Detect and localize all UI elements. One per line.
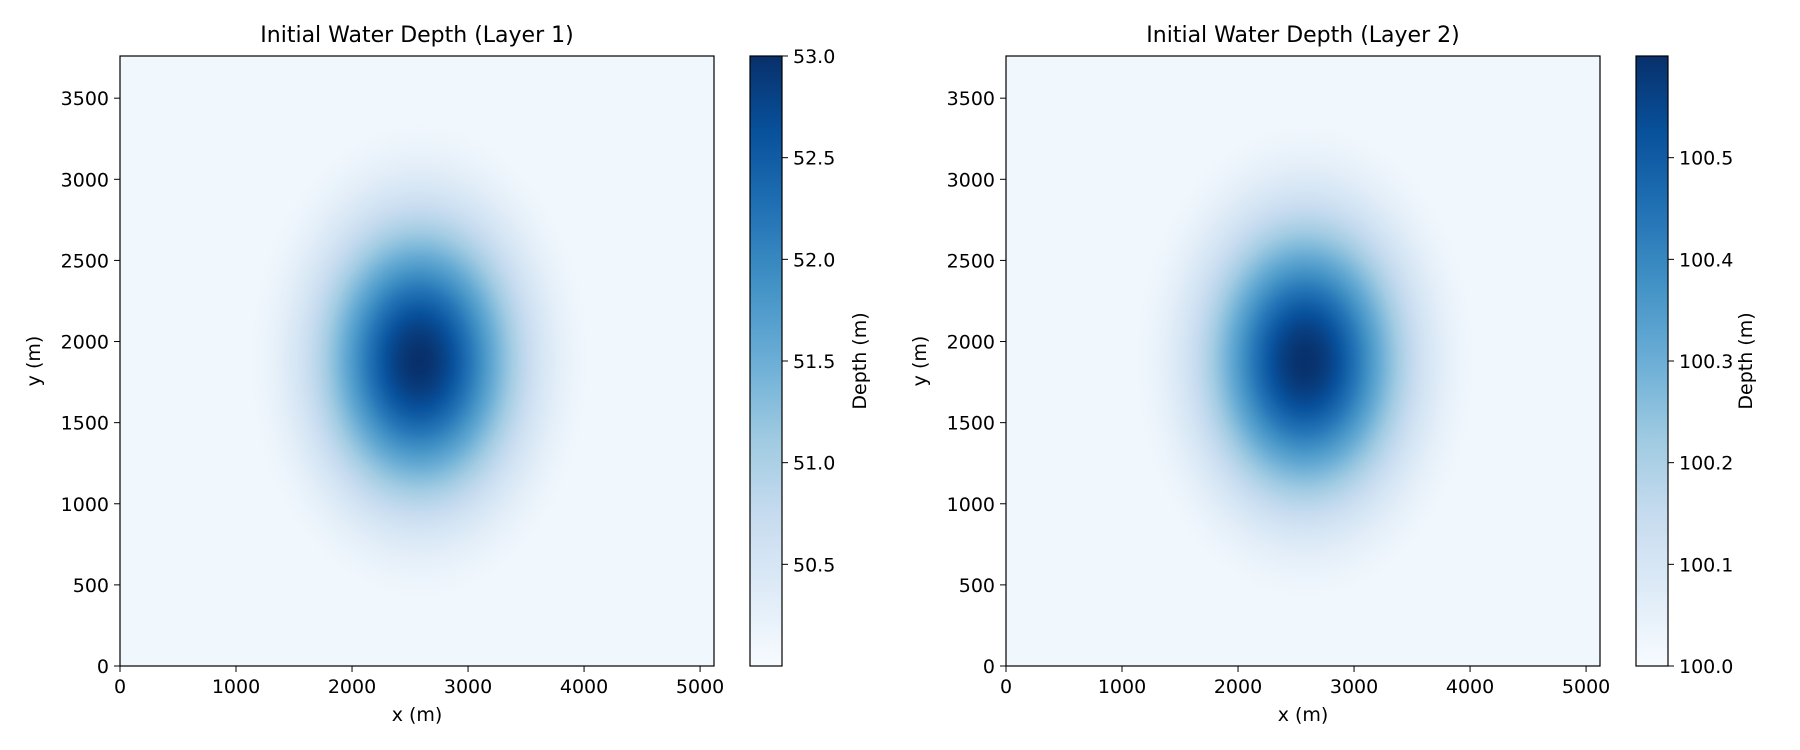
y-tick-label: 0	[97, 656, 109, 678]
y-tick-label: 3500	[61, 88, 109, 110]
colorbar-tick-label: 50.5	[793, 554, 835, 576]
x-tick-label: 5000	[1562, 676, 1610, 698]
colorbar-tick-label: 100.4	[1679, 249, 1733, 271]
colorbar-tick-label: 51.5	[793, 351, 835, 373]
colorbar-tick-label: 51.0	[793, 453, 835, 475]
y-tick-label: 2500	[947, 250, 995, 272]
y-axis-label: y (m)	[909, 336, 931, 387]
colorbar-label: Depth (m)	[849, 312, 871, 409]
x-tick-label: 2000	[1214, 676, 1262, 698]
colorbar-gradient	[750, 56, 782, 666]
y-tick-label: 3500	[947, 88, 995, 110]
x-tick-label: 0	[1000, 676, 1012, 698]
colorbar-tick-label: 100.0	[1679, 656, 1733, 678]
heatmap-field	[120, 56, 714, 666]
y-tick-label: 2500	[61, 250, 109, 272]
colorbar-tick-label: 52.0	[793, 249, 835, 271]
colorbar-tick-label: 100.5	[1679, 148, 1733, 170]
colorbar-tick-label: 52.5	[793, 148, 835, 170]
plot-frame	[1005, 55, 1601, 667]
x-axis-label: x (m)	[392, 704, 443, 726]
panel-layer-2: Initial Water Depth (Layer 2) x (m) y (m…	[909, 23, 1757, 726]
y-tick-label: 1500	[61, 413, 109, 435]
y-tick-label: 2000	[61, 332, 109, 354]
y-tick-label: 1000	[61, 494, 109, 516]
y-tick-label: 1000	[947, 494, 995, 516]
colorbar-tick-label: 100.2	[1679, 453, 1733, 475]
chart-title: Initial Water Depth (Layer 1)	[260, 23, 573, 48]
colorbar-gradient	[1636, 56, 1668, 666]
colorbar-tick-label: 100.3	[1679, 351, 1733, 373]
x-tick-label: 5000	[676, 676, 724, 698]
x-tick-label: 2000	[328, 676, 376, 698]
y-tick-label: 3000	[947, 169, 995, 191]
y-tick-label: 0	[983, 656, 995, 678]
x-tick-label: 3000	[1330, 676, 1378, 698]
panel-layer-1: Initial Water Depth (Layer 1) x (m) y (m…	[23, 23, 871, 726]
colorbar-tick-label: 53.0	[793, 46, 835, 68]
heatmap-field	[1006, 56, 1600, 666]
y-tick-label: 1500	[947, 413, 995, 435]
x-tick-label: 0	[114, 676, 126, 698]
x-tick-label: 3000	[444, 676, 492, 698]
colorbar-tick-label: 100.1	[1679, 554, 1733, 576]
x-axis-label: x (m)	[1278, 704, 1329, 726]
y-tick-label: 2000	[947, 332, 995, 354]
x-tick-label: 4000	[1446, 676, 1494, 698]
y-tick-label: 500	[73, 575, 109, 597]
y-tick-label: 3000	[61, 169, 109, 191]
plot-frame	[119, 55, 715, 667]
y-axis-label: y (m)	[23, 336, 45, 387]
x-tick-label: 1000	[1098, 676, 1146, 698]
x-tick-label: 1000	[212, 676, 260, 698]
colorbar-label: Depth (m)	[1735, 312, 1757, 409]
y-tick-label: 500	[959, 575, 995, 597]
chart-title: Initial Water Depth (Layer 2)	[1146, 23, 1459, 48]
x-tick-label: 4000	[560, 676, 608, 698]
